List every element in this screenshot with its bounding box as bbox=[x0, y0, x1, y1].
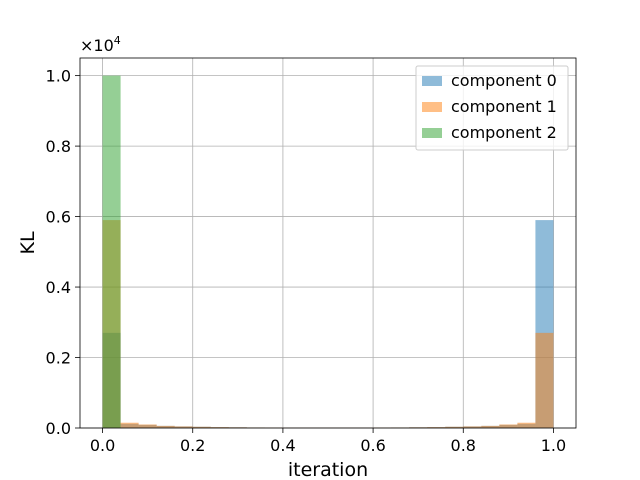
legend-label: component 2 bbox=[451, 123, 557, 142]
x-tick-label: 0.2 bbox=[180, 436, 205, 455]
bar-component-1 bbox=[210, 427, 229, 428]
legend-swatch bbox=[422, 128, 442, 138]
legend-swatch bbox=[422, 76, 442, 86]
bar-component-1 bbox=[481, 425, 500, 428]
y-tick-label: 0.4 bbox=[46, 278, 71, 297]
bar-component-1 bbox=[499, 424, 518, 428]
legend-swatch bbox=[422, 102, 442, 112]
x-tick-label: 0.0 bbox=[90, 436, 115, 455]
bar-component-1 bbox=[463, 426, 482, 428]
axis-ticks: 0.0 0.2 0.4 0.6 0.8 1.0 0.0 0.2 0.4 0.6 0.8 1.0 bbox=[46, 67, 567, 455]
x-tick-label: 1.0 bbox=[541, 436, 566, 455]
legend: component 0 component 1 component 2 bbox=[415, 65, 569, 151]
bar-component-2 bbox=[102, 75, 121, 428]
x-tick-label: 0.4 bbox=[270, 436, 295, 455]
legend-label: component 0 bbox=[451, 71, 557, 90]
y-axis-label: KL bbox=[17, 231, 39, 254]
bar-component-1 bbox=[535, 332, 554, 428]
y-tick-label: 0.6 bbox=[46, 208, 71, 227]
bar-component-1 bbox=[156, 425, 175, 428]
y-offset-text: ×104 bbox=[80, 34, 121, 55]
bar-component-1 bbox=[427, 427, 446, 428]
x-tick-label: 0.8 bbox=[451, 436, 476, 455]
legend-box bbox=[415, 65, 569, 151]
y-tick-label: 0.0 bbox=[46, 419, 71, 438]
bar-component-1 bbox=[174, 426, 193, 428]
bar-component-1 bbox=[120, 422, 139, 428]
bar-component-1 bbox=[445, 426, 464, 428]
bar-component-1 bbox=[192, 426, 211, 428]
x-tick-label: 0.6 bbox=[360, 436, 385, 455]
x-axis-label: iteration bbox=[288, 459, 368, 480]
y-tick-label: 0.2 bbox=[46, 349, 71, 368]
y-tick-label: 0.8 bbox=[46, 137, 71, 156]
legend-label: component 1 bbox=[451, 97, 557, 116]
plot-frame bbox=[79, 57, 577, 429]
bar-component-1 bbox=[138, 424, 157, 428]
y-tick-label: 1.0 bbox=[46, 67, 71, 86]
bar-component-1 bbox=[517, 422, 536, 428]
